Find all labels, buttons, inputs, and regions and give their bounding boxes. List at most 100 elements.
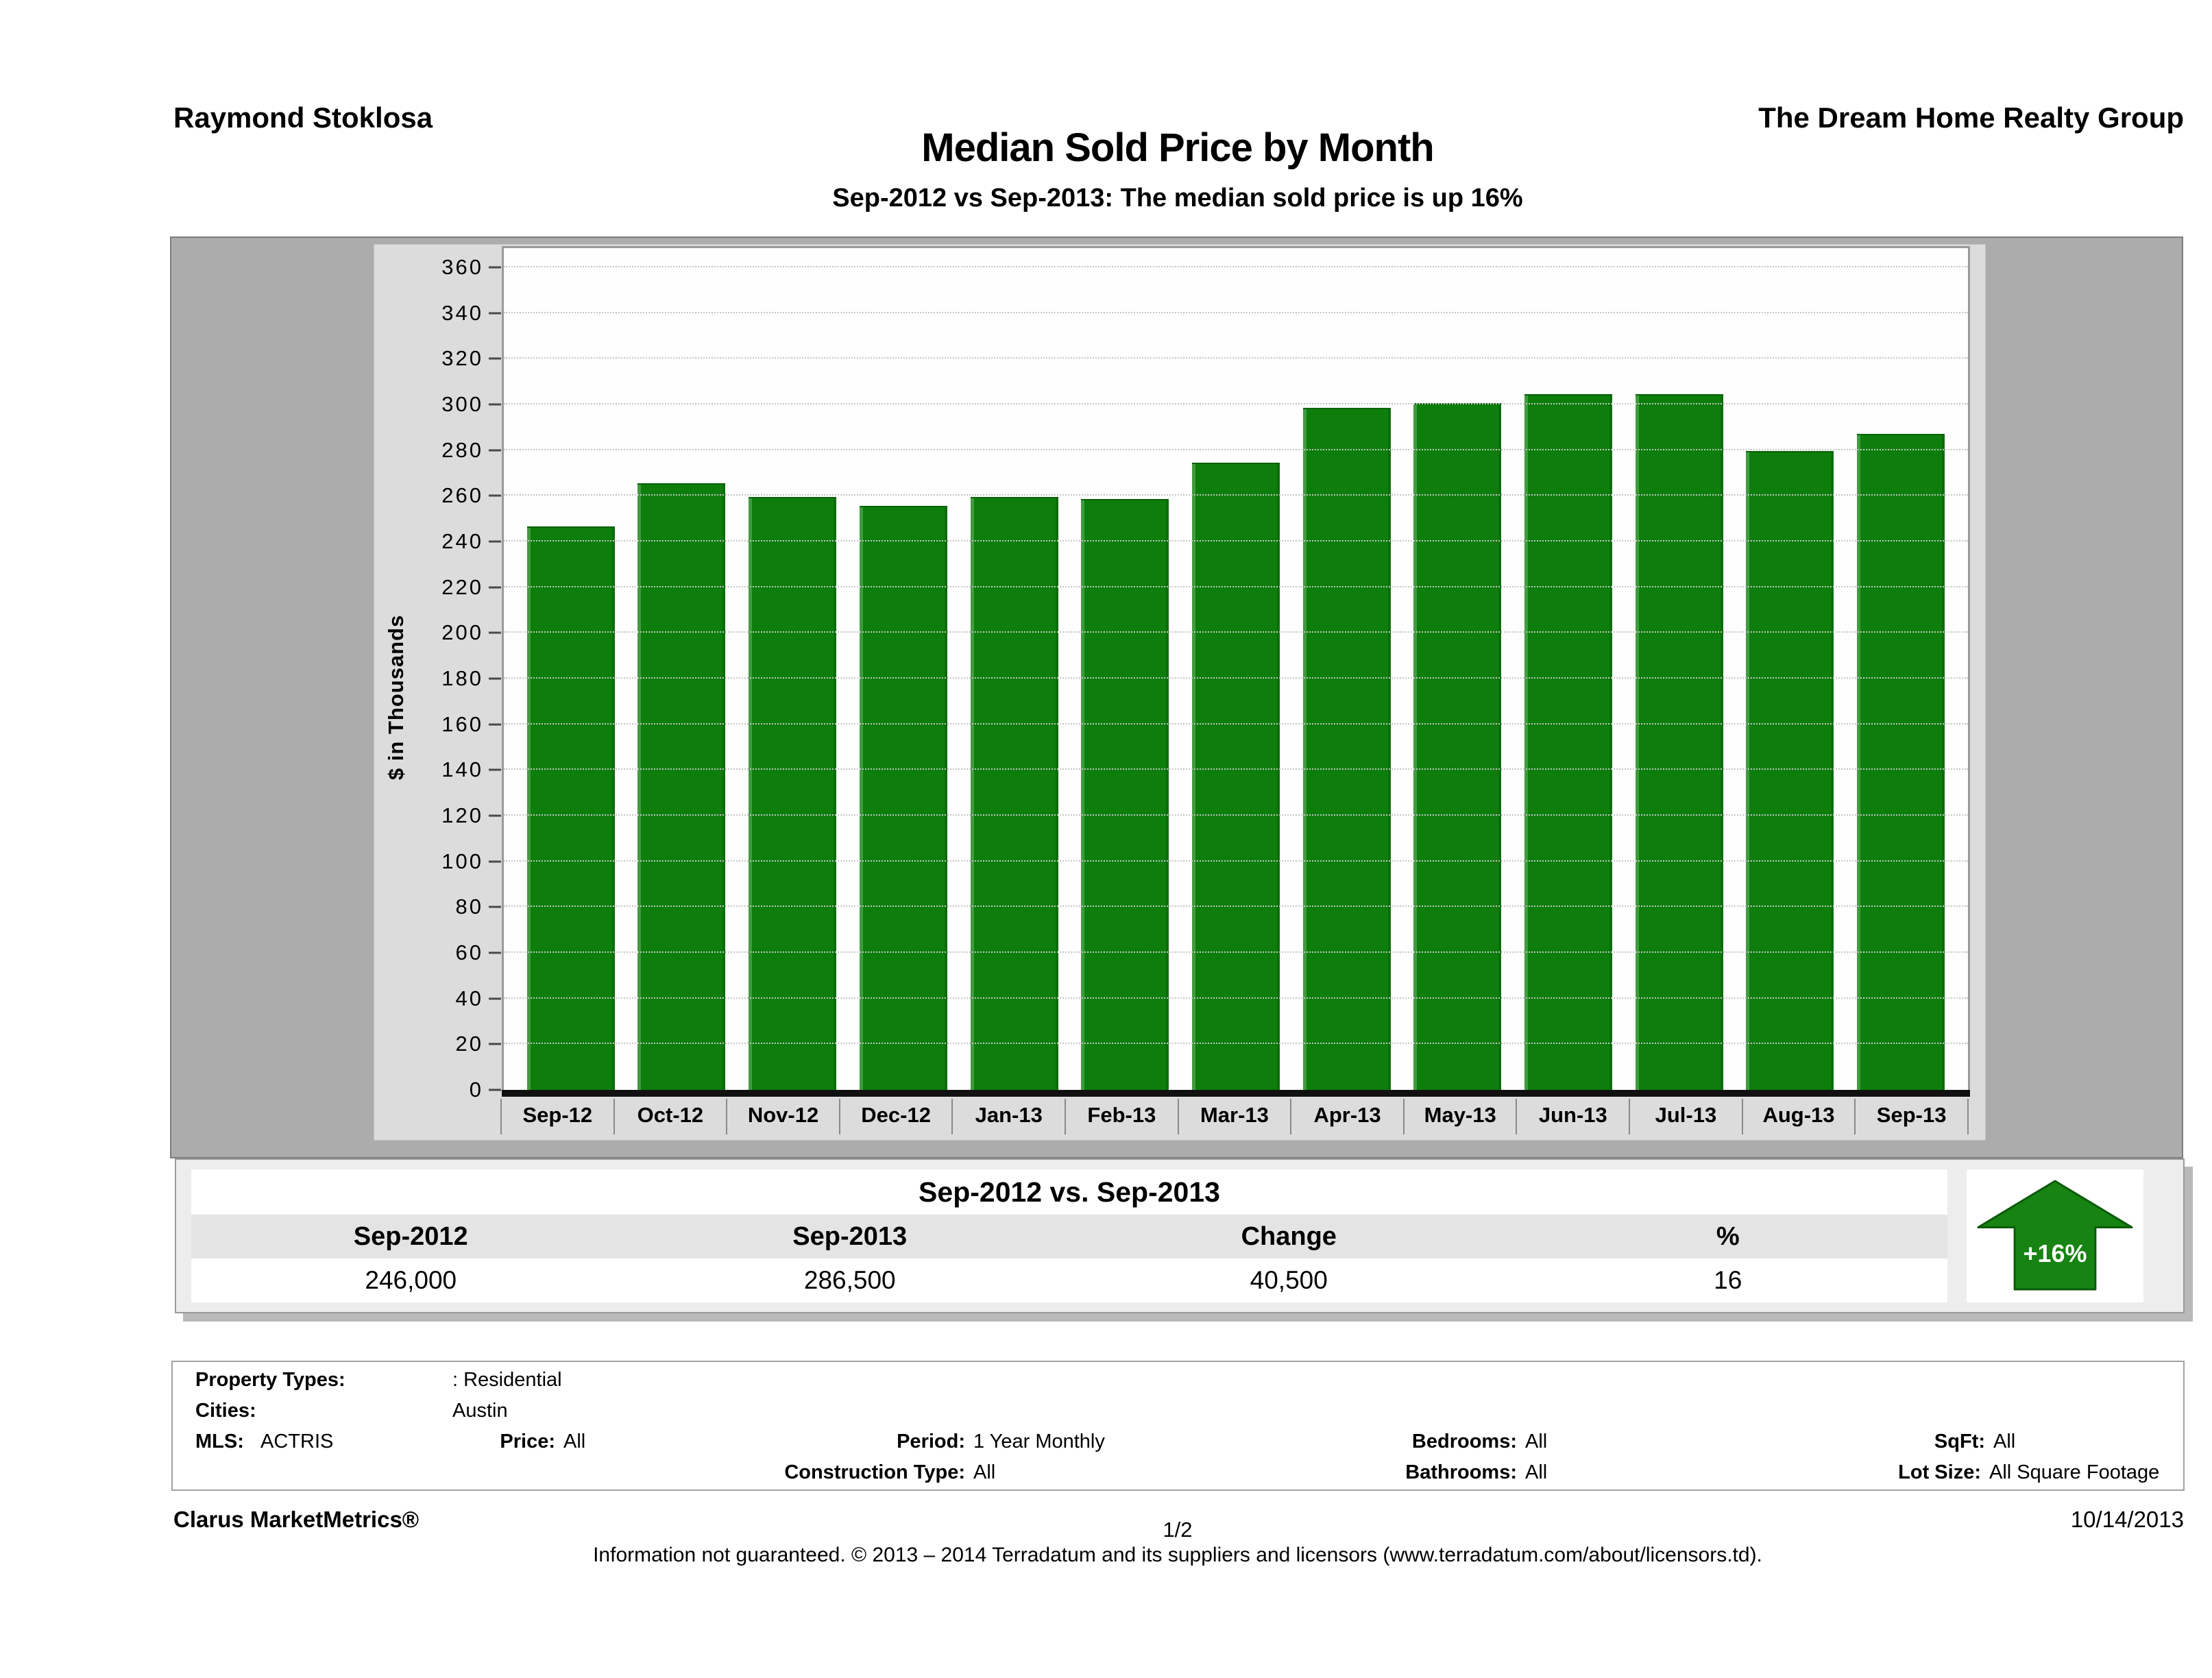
trend-badge: +16% xyxy=(2023,1239,2087,1267)
trend-arrow-panel: +16% xyxy=(1967,1169,2143,1302)
chart-panel: $ in Thousands 0 20 40 60 80 100 120 140 160 180 2… xyxy=(374,244,1986,1141)
gridline xyxy=(504,357,1968,359)
summary-header-row: Sep-2012 Sep-2013 Change% xyxy=(191,1215,1947,1258)
filter-property-types-value: : Residential xyxy=(452,1369,562,1391)
gridline xyxy=(504,951,1968,953)
gridline xyxy=(504,403,1968,404)
y-axis-tick xyxy=(489,905,501,908)
x-tick-label: Sep-13 xyxy=(1854,1099,1969,1134)
bar-Sep-12 xyxy=(526,526,615,1090)
filter-sqft: SqFt: All xyxy=(1934,1431,2016,1452)
summary-col-value: 40,500 xyxy=(1250,1266,1328,1294)
y-axis-tick xyxy=(489,860,501,863)
summary-col-header: Sep-2013 xyxy=(792,1222,908,1251)
summary-col-header: % xyxy=(1716,1222,1740,1251)
x-tick-label: Feb-13 xyxy=(1065,1099,1178,1134)
bar-series xyxy=(504,248,1968,1090)
gridline xyxy=(504,494,1968,496)
gridline xyxy=(504,448,1968,450)
x-tick-label: Nov-12 xyxy=(726,1099,839,1134)
y-axis-tick xyxy=(489,951,501,954)
x-tick-label: Aug-13 xyxy=(1741,1099,1855,1134)
y-axis-title: $ in Thousands xyxy=(384,614,408,780)
agent-name: Raymond Stoklosa xyxy=(173,101,433,134)
y-axis-tick xyxy=(489,997,501,1000)
gridline xyxy=(504,860,1968,862)
bar-Mar-13 xyxy=(1191,462,1280,1090)
filters-box: Property Types: : Residential Cities: Au… xyxy=(171,1361,2185,1491)
footer-brand: Clarus MarketMetrics® xyxy=(173,1507,420,1532)
x-axis-line xyxy=(502,1090,1970,1097)
summary-col-value: 286,500 xyxy=(803,1266,896,1294)
bar-Oct-12 xyxy=(637,483,726,1090)
company-name: The Dream Home Realty Group xyxy=(1758,101,2184,134)
y-axis-tick xyxy=(489,357,501,360)
filter-construction-type: Construction Type: All xyxy=(784,1461,996,1483)
x-tick-label: Jan-13 xyxy=(951,1099,1065,1134)
y-axis-tick xyxy=(489,586,501,589)
gridline xyxy=(504,540,1968,542)
filter-period: Period: 1 Year Monthly xyxy=(897,1431,1105,1452)
filter-bedrooms: Bedrooms: All xyxy=(1411,1431,1548,1452)
y-axis-tick xyxy=(489,312,501,315)
y-axis-tick xyxy=(489,814,501,817)
gridline xyxy=(504,905,1968,908)
x-tick-label: Jun-13 xyxy=(1516,1099,1629,1134)
y-axis-tick xyxy=(489,1089,501,1091)
up-arrow-icon: +16% xyxy=(1977,1180,2133,1291)
gridline xyxy=(504,677,1968,679)
bar-Dec-12 xyxy=(859,506,947,1090)
y-axis-tick xyxy=(489,266,501,269)
summary-col-value: 246,000 xyxy=(365,1266,457,1294)
y-axis-tick xyxy=(489,677,501,680)
y-axis-tick xyxy=(489,768,501,771)
x-tick-label: Apr-13 xyxy=(1290,1099,1403,1134)
x-tick-label: Oct-12 xyxy=(613,1099,727,1134)
x-tick-label: Jul-13 xyxy=(1629,1099,1742,1134)
summary-value-row: 246,000 286,500 40,500 16 xyxy=(191,1258,1947,1302)
filter-mls-label: MLS: xyxy=(195,1431,244,1452)
chart-frame: $ in Thousands 0 20 40 60 80 100 120 140 160 180 2… xyxy=(170,236,2183,1158)
filter-property-types-label: Property Types: xyxy=(195,1369,345,1391)
bar-Apr-13 xyxy=(1302,407,1391,1090)
gridline xyxy=(504,585,1968,587)
y-axis-tick xyxy=(489,449,501,452)
gridline xyxy=(504,768,1968,770)
footer-disclaimer: Information not guaranteed. © 2013 – 201… xyxy=(593,1544,1762,1566)
x-tick-label: Mar-13 xyxy=(1177,1099,1291,1134)
summary-col-header: Sep-2012 xyxy=(353,1222,468,1251)
bar-Jul-13 xyxy=(1635,393,1723,1090)
y-axis-tick xyxy=(489,494,501,497)
summary-title: Sep-2012 vs. Sep-2013 xyxy=(191,1169,1947,1215)
x-axis-labels: Sep-12 Oct-12 Nov-12 Dec-12 Jan-13 Feb-13 Mar-… xyxy=(500,1099,1969,1134)
y-axis-tick xyxy=(489,403,501,406)
summary-table: Sep-2012 vs. Sep-2013 Sep-2012 Sep-2013 Ch… xyxy=(191,1169,1947,1302)
filter-cities-value: Austin xyxy=(452,1400,508,1422)
footer-date: 10/14/2013 xyxy=(2070,1507,2184,1532)
bar-May-13 xyxy=(1413,403,1502,1090)
y-axis-tick xyxy=(489,540,501,543)
bar-Sep-13 xyxy=(1857,434,1945,1090)
summary-col-value: 16 xyxy=(1714,1266,1742,1294)
filter-cities-label: Cities: xyxy=(195,1400,256,1422)
y-axis-tick xyxy=(489,723,501,726)
filter-mls-value: ACTRIS xyxy=(260,1431,334,1452)
gridline xyxy=(504,266,1968,267)
bar-Aug-13 xyxy=(1746,451,1834,1090)
bar-Feb-13 xyxy=(1081,499,1169,1090)
page-title: Median Sold Price by Month xyxy=(921,125,1434,170)
x-tick-label: Sep-12 xyxy=(500,1099,613,1134)
footer-page-number: 1/2 xyxy=(1163,1518,1193,1542)
bar-Jun-13 xyxy=(1524,393,1613,1090)
gridline xyxy=(504,722,1968,725)
page-subtitle: Sep-2012 vs Sep-2013: The median sold pr… xyxy=(832,184,1523,212)
summary-col-header: Change xyxy=(1241,1222,1337,1251)
gridline xyxy=(504,631,1968,633)
y-axis-tick xyxy=(489,1043,501,1045)
gridline xyxy=(504,814,1968,816)
bar-Nov-12 xyxy=(749,496,837,1090)
y-axis-tick xyxy=(489,631,501,634)
summary-section: Sep-2012 vs. Sep-2013 Sep-2012 Sep-2013 Ch… xyxy=(175,1158,2185,1313)
x-tick-label: Dec-12 xyxy=(838,1099,952,1134)
